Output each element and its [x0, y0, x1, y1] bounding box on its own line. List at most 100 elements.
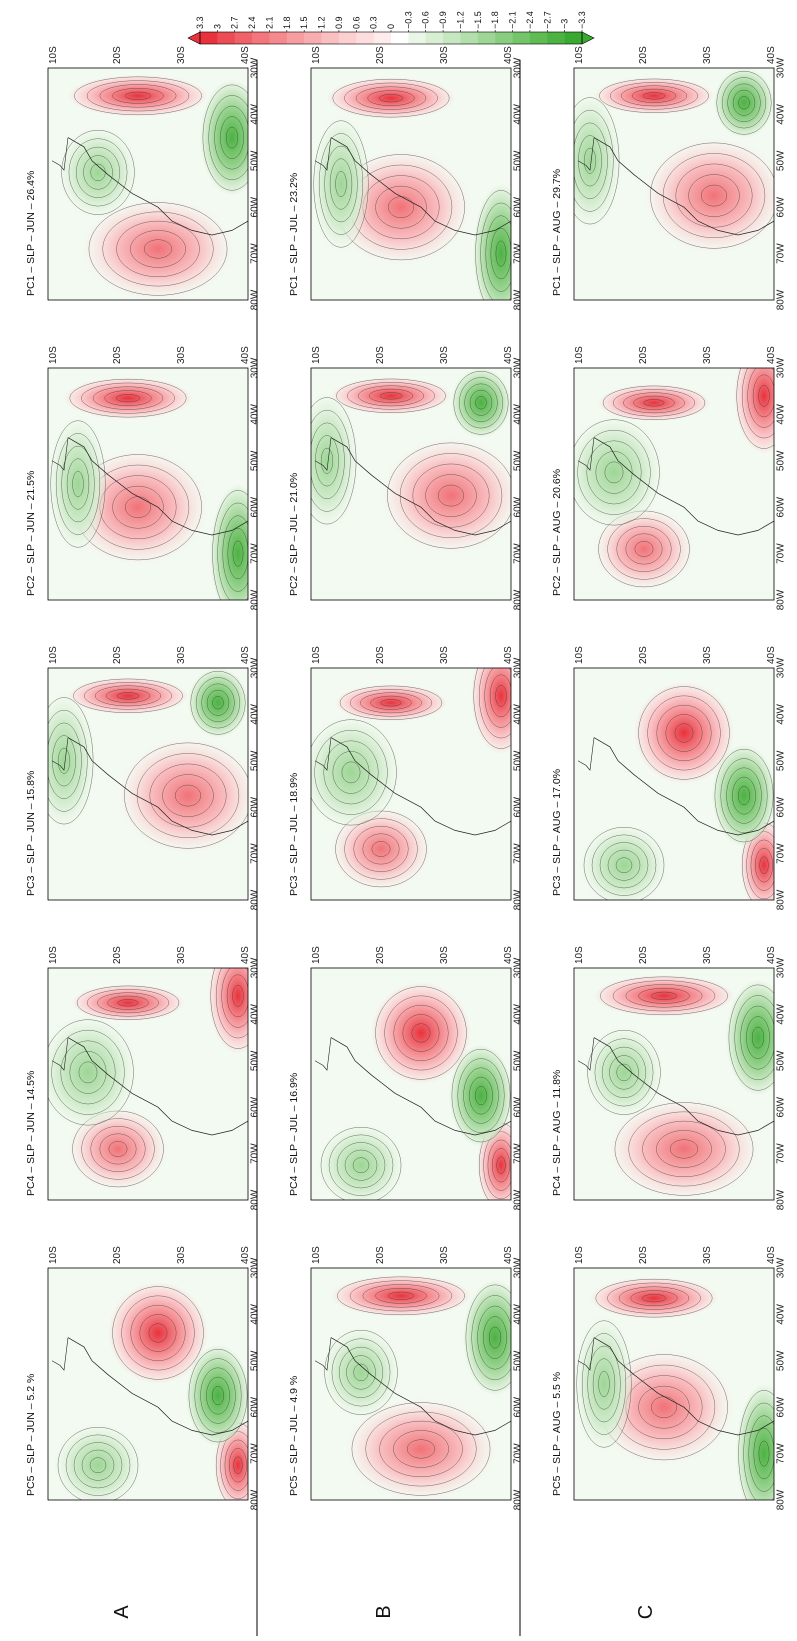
contour-line: [380, 699, 402, 707]
contour-line: [76, 985, 180, 1020]
lon-tick-label: 80W: [775, 1189, 786, 1210]
contour-line: [656, 1130, 712, 1168]
lon-tick-label: 30W: [775, 657, 786, 678]
contour-line: [485, 215, 511, 292]
map-panel-A-1: 10S 20S 30S 40S 80W 70W 60W 50W 40W 30W PC1 – SLP …: [25, 46, 260, 310]
lon-tick-label: 80W: [775, 1489, 786, 1510]
contour-line: [311, 397, 357, 525]
contour-line: [362, 833, 400, 865]
contour-line: [102, 211, 214, 287]
coastline: [577, 437, 595, 471]
colorbar-arrow-low: [581, 31, 595, 45]
lon-tick-label: 30W: [512, 357, 523, 378]
lat-tick-label: 40S: [240, 646, 251, 664]
contour-line: [212, 696, 224, 710]
contour-line: [222, 515, 248, 592]
contour-line: [368, 388, 414, 403]
lat-tick-label: 30S: [176, 46, 187, 64]
lon-tick-label: 50W: [512, 1050, 523, 1071]
lat-tick-label: 40S: [766, 346, 777, 364]
contour-line: [65, 1434, 131, 1496]
contour-line: [487, 1139, 511, 1191]
contour-line: [78, 1061, 98, 1084]
contour-line: [81, 382, 175, 414]
coastline: [577, 1337, 595, 1371]
contour-line: [621, 85, 687, 107]
contour-line: [351, 1402, 491, 1496]
colorbar-label: 3.3: [195, 16, 205, 29]
lat-tick-label: 10S: [574, 46, 585, 64]
contour-line: [737, 786, 751, 806]
contour-line: [130, 230, 186, 268]
coastline: [330, 137, 511, 236]
lat-tick-label: 10S: [48, 1246, 59, 1264]
anomaly-field: [48, 1014, 138, 1131]
contour-line: [162, 774, 214, 817]
anomaly-field: [54, 1423, 142, 1500]
lon-tick-label: 70W: [775, 243, 786, 264]
colorbar-swatch: [217, 32, 236, 44]
contour-line: [194, 1358, 242, 1433]
contour-line: [471, 1295, 511, 1381]
contour-line: [728, 984, 774, 1091]
contour-line: [337, 1276, 465, 1316]
contour-line: [643, 399, 665, 407]
coastline: [330, 1337, 511, 1436]
lon-tick-label: 40W: [249, 404, 260, 425]
contour-line: [393, 1430, 449, 1468]
anomaly-field: [590, 1277, 718, 1320]
anomaly-field: [331, 377, 451, 415]
lon-tick-label: 70W: [512, 1143, 523, 1164]
contour-line: [117, 999, 139, 1007]
contour-line: [650, 142, 774, 249]
colorbar-swatch: [443, 32, 461, 44]
colorbar-arrow-high: [187, 31, 201, 45]
contour-line: [675, 163, 753, 228]
lat-tick-label: 10S: [48, 346, 59, 364]
colorbar-swatch: [477, 32, 496, 44]
contour-line: [591, 834, 657, 896]
contour-line: [211, 1386, 225, 1406]
row-label-C: C: [635, 1605, 657, 1619]
anomaly-field: [714, 68, 774, 138]
colorbar-swatch: [529, 32, 548, 44]
contour-line: [202, 84, 248, 191]
contour-line: [51, 1029, 125, 1115]
contour-line: [758, 1440, 770, 1467]
contour-line: [324, 145, 358, 223]
colorbar-label: −1.8: [490, 11, 500, 29]
panel-title: PC3 – SLP – JUN – 15.8%: [25, 771, 37, 896]
lat-tick-label: 20S: [375, 946, 386, 964]
colorbar-label: 1.5: [299, 16, 309, 29]
map-panel-A-5: 10S 20S 30S 40S 80W 70W 60W 50W 40W 30W PC5 – SLP …: [25, 1246, 260, 1510]
contour-line: [701, 184, 727, 207]
lat-tick-label: 20S: [112, 46, 123, 64]
contour-line: [716, 70, 772, 135]
contour-line: [495, 685, 507, 707]
lon-tick-label: 80W: [512, 1489, 523, 1510]
contour-line: [625, 984, 703, 1008]
map-panel-B-4: 10S 20S 30S 40S 80W 70W 60W 50W 40W 30W PC4 – SLP …: [288, 946, 523, 1210]
contour-line: [116, 692, 140, 700]
lat-tick-label: 20S: [112, 346, 123, 364]
lon-tick-label: 70W: [512, 1443, 523, 1464]
contour-line: [752, 374, 774, 418]
colorbar-label: −2.7: [542, 11, 552, 29]
contour-line: [149, 763, 227, 828]
contour-line: [495, 240, 507, 267]
colorbar-label: 1.2: [317, 16, 327, 29]
contour-line: [638, 987, 690, 1004]
contour-line: [347, 382, 435, 410]
contour-line: [350, 689, 432, 717]
contour-line: [587, 1345, 621, 1423]
contour-line: [311, 719, 397, 826]
lat-tick-label: 10S: [48, 646, 59, 664]
lon-tick-label: 70W: [249, 243, 260, 264]
lon-tick-label: 30W: [249, 657, 260, 678]
lon-tick-label: 50W: [512, 150, 523, 171]
lat-tick-label: 30S: [176, 1246, 187, 1264]
lat-tick-label: 20S: [112, 1246, 123, 1264]
colorbar-swatch: [547, 32, 565, 44]
anomaly-field: [594, 974, 734, 1017]
